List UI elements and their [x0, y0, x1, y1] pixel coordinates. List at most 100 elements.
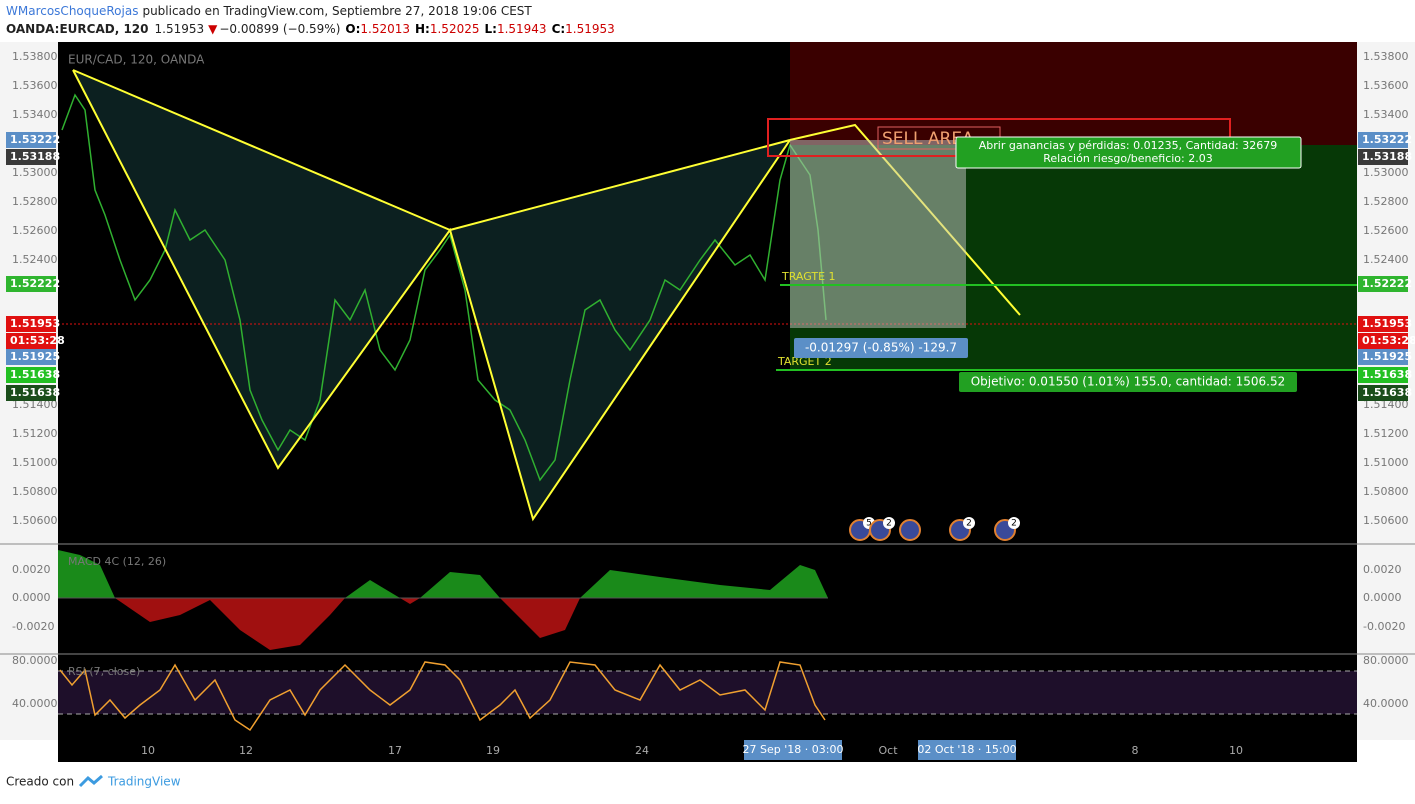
pnl-text: Abrir ganancias y pérdidas: 0.01235, Can…	[979, 139, 1278, 152]
close: 1.51953	[565, 22, 615, 36]
macd-hist	[400, 598, 420, 604]
price-badge-text: 1.53188	[1362, 150, 1412, 163]
price-badge	[1358, 349, 1408, 365]
rsi-line	[59, 661, 826, 732]
time-label: 10	[1229, 744, 1243, 757]
time-cursor	[744, 740, 842, 760]
price-label: 1.51200	[12, 427, 58, 440]
pnl-box	[955, 136, 1302, 169]
target-text: Objetivo: 0.01550 (1.01%) 155.0, cantida…	[971, 375, 1286, 389]
time-label: 17	[388, 744, 402, 757]
price-badge	[1358, 132, 1408, 148]
pattern-fill	[450, 140, 790, 519]
price-badge	[1358, 276, 1408, 292]
down-arrow: ▼	[208, 22, 218, 36]
stop-zone	[790, 42, 1357, 145]
macd-hist	[500, 598, 580, 638]
rsi-legend: RSI (7, close)	[68, 665, 140, 678]
price-label: 1.52600	[12, 224, 58, 237]
price-label: 1.52400	[12, 253, 58, 266]
price-badge-text: 1.52222	[10, 277, 60, 290]
macd-hist	[580, 565, 828, 598]
price-badge-text: 1.51638	[10, 386, 60, 399]
price-badge-text: 1.51953	[1362, 317, 1412, 330]
price-badge-text: 1.51925	[1362, 350, 1412, 363]
price-badge	[6, 349, 56, 365]
symbol: OANDA:EURCAD, 120	[6, 22, 149, 36]
price-badge-text: 1.51953	[10, 317, 60, 330]
price-badge-text: 1.51925	[10, 350, 60, 363]
open: 1.52013	[360, 22, 410, 36]
symbol-line: OANDA:EURCAD, 120 1.51953 ▼ −0.00899 (−0.59…	[6, 22, 615, 36]
published: publicado en TradingView.com, Septiembre…	[142, 4, 532, 18]
time-label: 24	[635, 744, 649, 757]
time-label: 19	[486, 744, 500, 757]
macd-hist	[115, 598, 345, 650]
price-badge-text: 1.53222	[1362, 133, 1412, 146]
macd-label: 0.0020	[12, 563, 51, 576]
macd-hist	[420, 572, 500, 598]
sell-area-label: SELL AREA	[882, 129, 974, 149]
rsi-label: 80.0000	[12, 654, 58, 667]
current-text: -0.01297 (-0.85%) -129.7	[805, 341, 957, 355]
author[interactable]: WMarcosChoqueRojas	[6, 4, 138, 18]
macd-hist	[58, 550, 115, 598]
price-label: 1.50800	[12, 485, 58, 498]
time-cursor-text: 02 Oct '18 · 15:00	[917, 743, 1016, 756]
time-label: 8	[1132, 744, 1139, 757]
price-label: 1.52400	[1363, 253, 1409, 266]
footer-brand[interactable]: TradingView	[107, 775, 181, 789]
price-label: 1.50800	[1363, 485, 1409, 498]
price-badge-text: 1.51638	[1362, 368, 1412, 381]
price-badge-text: 1.52222	[1362, 277, 1412, 290]
price-badge	[6, 276, 56, 292]
price-label: 1.53600	[1363, 79, 1409, 92]
price-badge	[1358, 333, 1408, 349]
ratio-text: Relación riesgo/beneficio: 2.03	[1043, 152, 1212, 165]
price-label: 1.53800	[12, 50, 58, 63]
rsi-band	[58, 671, 1357, 714]
macd-label: -0.0020	[12, 620, 54, 633]
price-badge-text: 01:53:28	[1362, 334, 1415, 347]
main-legend: EUR/CAD, 120, OANDA	[68, 53, 205, 67]
rsi-label: 40.0000	[1363, 697, 1409, 710]
price-label: 1.53000	[1363, 166, 1409, 179]
event-count: 2	[966, 519, 972, 529]
price-label: 1.52800	[12, 195, 58, 208]
target-1-label: TRAGTE 1	[781, 270, 836, 283]
time-label: 10	[141, 744, 155, 757]
macd-legend: MACD 4C (12, 26)	[68, 555, 166, 568]
event-count-bg	[883, 517, 895, 529]
time-axis	[58, 740, 1357, 762]
event-count: 5	[866, 519, 872, 529]
event-icons: 5 2 2 2	[849, 517, 1020, 541]
price-badge	[1358, 316, 1408, 332]
price-label: 1.51200	[1363, 427, 1409, 440]
last-price: 1.51953	[155, 22, 205, 36]
event-count: 2	[1011, 519, 1017, 529]
price-badge	[6, 316, 56, 332]
price-label: 1.50600	[12, 514, 58, 527]
event-icon	[899, 519, 921, 541]
position-box	[790, 140, 966, 328]
price-badge-text: 1.53222	[10, 133, 60, 146]
target-2-label: TARGET 2	[777, 355, 832, 368]
target-box	[959, 372, 1297, 392]
macd-label: 0.0000	[1363, 591, 1402, 604]
footer-text: Creado con	[6, 775, 74, 789]
time-cursor	[918, 740, 1016, 760]
event-count: 2	[886, 519, 892, 529]
logo	[78, 774, 103, 788]
price-badge	[6, 132, 56, 148]
price-label: 1.51400	[12, 398, 58, 411]
macd-hist	[345, 580, 400, 598]
price-label: 1.51000	[12, 456, 58, 469]
high: 1.52025	[430, 22, 480, 36]
price-badge	[6, 333, 56, 349]
price-label: 1.50600	[1363, 514, 1409, 527]
price-badge-text: 1.51638	[10, 368, 60, 381]
change: −0.00899 (−0.59%)	[219, 22, 340, 36]
current-box	[794, 338, 968, 358]
price-badge	[1358, 149, 1408, 165]
